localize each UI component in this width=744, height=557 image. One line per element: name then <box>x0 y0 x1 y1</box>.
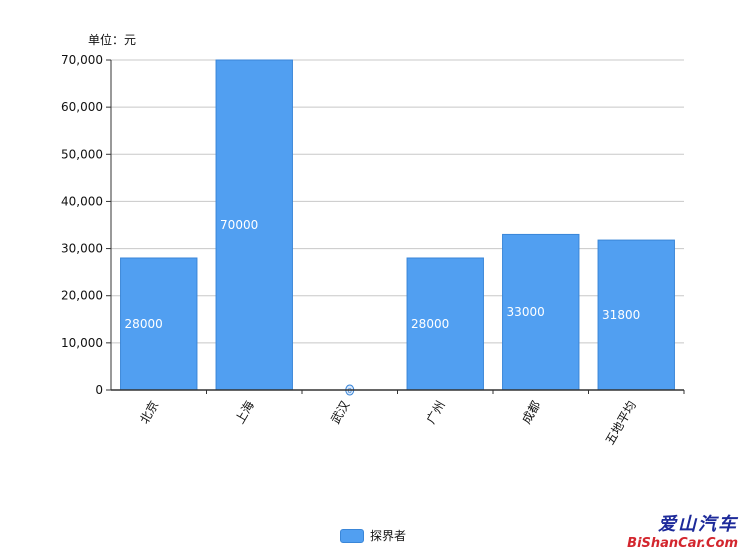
bar <box>406 257 484 391</box>
bar-data-label: 70000 <box>220 218 258 232</box>
bar-data-label: 33000 <box>507 305 545 319</box>
bar <box>120 257 198 391</box>
x-tick-label: 武汉 <box>328 399 352 427</box>
watermark-text-bottom: BiShanCar.Com <box>627 536 738 551</box>
bar-data-label: 0 <box>348 387 352 395</box>
watermark-logo: 爱山汽车 BiShanCar.Com <box>627 510 738 551</box>
bar-data-label: 28000 <box>125 317 163 331</box>
x-tick-label: 北京 <box>137 399 161 427</box>
y-tick-label: 40,000 <box>61 194 103 208</box>
x-tick-label: 成都 <box>519 399 543 427</box>
y-tick-label: 50,000 <box>61 147 103 161</box>
y-tick-label: 60,000 <box>61 100 103 114</box>
legend-label: 探界者 <box>370 529 407 543</box>
x-tick-label: 五地平均 <box>603 399 639 448</box>
x-tick-label: 广州 <box>424 399 448 427</box>
y-tick-label: 30,000 <box>61 242 103 256</box>
bar <box>502 233 580 391</box>
y-tick-label: 20,000 <box>61 289 103 303</box>
bar-data-label: 31800 <box>602 308 640 322</box>
y-tick-label: 10,000 <box>61 336 103 350</box>
bar <box>597 239 675 391</box>
x-tick-label: 上海 <box>232 398 257 426</box>
legend[interactable]: 探界者 <box>340 527 406 544</box>
legend-swatch <box>340 528 364 543</box>
y-tick-label: 0 <box>95 383 103 397</box>
bar-data-label: 28000 <box>411 317 449 331</box>
y-axis-unit-label: 单位：元 <box>88 33 137 47</box>
watermark-text-top: 爱山汽车 <box>658 514 738 535</box>
y-tick-label: 70,000 <box>61 53 103 67</box>
